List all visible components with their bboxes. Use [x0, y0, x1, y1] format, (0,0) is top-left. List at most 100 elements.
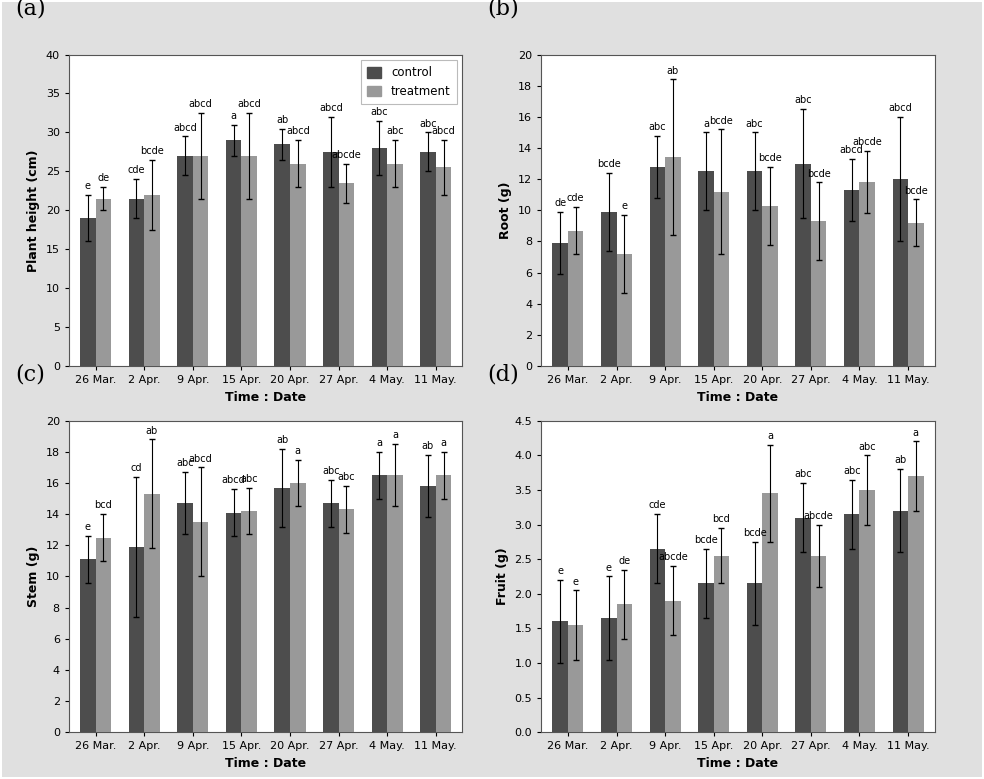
- Bar: [552, 243, 568, 366]
- Text: a: a: [295, 446, 301, 456]
- Bar: [80, 559, 95, 732]
- Bar: [552, 622, 568, 732]
- Text: abc: abc: [322, 466, 339, 476]
- Bar: [617, 254, 632, 366]
- Text: a: a: [230, 111, 236, 121]
- Text: abc: abc: [843, 466, 861, 476]
- Text: e: e: [85, 522, 91, 532]
- Bar: [95, 538, 111, 732]
- Bar: [436, 475, 452, 732]
- Bar: [908, 223, 924, 366]
- Bar: [763, 493, 777, 732]
- Bar: [323, 503, 338, 732]
- Text: cde: cde: [128, 165, 146, 175]
- Bar: [617, 605, 632, 732]
- Text: ab: ab: [146, 425, 158, 435]
- Bar: [665, 157, 681, 366]
- Bar: [420, 152, 436, 366]
- Bar: [844, 514, 859, 732]
- Text: abcd: abcd: [889, 103, 912, 113]
- Bar: [568, 231, 584, 366]
- Text: a: a: [768, 431, 773, 441]
- Bar: [747, 583, 763, 732]
- Text: abc: abc: [794, 95, 812, 105]
- Text: ab: ab: [277, 115, 288, 125]
- Text: ab: ab: [422, 441, 434, 451]
- X-axis label: Time : Date: Time : Date: [698, 391, 778, 404]
- Text: e: e: [606, 562, 612, 573]
- Bar: [241, 156, 257, 366]
- Bar: [763, 206, 777, 366]
- Bar: [859, 182, 875, 366]
- Text: a: a: [392, 430, 398, 440]
- Text: abc: abc: [240, 474, 258, 484]
- Bar: [129, 547, 145, 732]
- Bar: [80, 218, 95, 366]
- Text: abc: abc: [386, 126, 403, 136]
- Text: ab: ab: [894, 456, 906, 465]
- Bar: [226, 513, 241, 732]
- Bar: [601, 212, 617, 366]
- X-axis label: Time : Date: Time : Date: [225, 757, 306, 770]
- Text: abcde: abcde: [658, 552, 688, 562]
- Bar: [145, 494, 159, 732]
- Bar: [699, 583, 713, 732]
- Bar: [145, 195, 159, 366]
- Text: de: de: [554, 198, 566, 208]
- Bar: [908, 476, 924, 732]
- Bar: [338, 509, 354, 732]
- Bar: [436, 167, 452, 366]
- Text: abc: abc: [371, 107, 389, 117]
- Text: abc: abc: [419, 118, 437, 129]
- Text: abc: abc: [338, 472, 355, 482]
- Text: abc: abc: [648, 122, 666, 132]
- Text: bcde: bcde: [759, 153, 782, 163]
- Text: e: e: [557, 566, 563, 576]
- Text: abcde: abcde: [852, 137, 882, 147]
- Text: a: a: [377, 438, 383, 448]
- Text: bcde: bcde: [709, 115, 733, 125]
- Text: ab: ab: [667, 65, 679, 76]
- Y-axis label: Plant height (cm): Plant height (cm): [28, 149, 40, 272]
- Text: bcd: bcd: [712, 514, 730, 524]
- Text: a: a: [441, 438, 447, 448]
- Text: bcde: bcde: [807, 168, 830, 178]
- Text: (c): (c): [15, 364, 44, 386]
- Text: abc: abc: [858, 442, 876, 452]
- Text: abc: abc: [176, 458, 194, 468]
- Text: bcde: bcde: [694, 535, 717, 545]
- Text: abcd: abcd: [237, 99, 261, 109]
- Text: cde: cde: [567, 193, 584, 203]
- Bar: [665, 601, 681, 732]
- Text: (d): (d): [487, 364, 519, 386]
- Text: cde: cde: [648, 500, 666, 510]
- Bar: [844, 190, 859, 366]
- Text: bcde: bcde: [743, 528, 767, 538]
- Text: a: a: [703, 118, 708, 129]
- Text: abcd: abcd: [189, 453, 213, 464]
- Bar: [290, 483, 305, 732]
- Text: abcd: abcd: [173, 122, 197, 132]
- Bar: [892, 511, 908, 732]
- X-axis label: Time : Date: Time : Date: [225, 391, 306, 404]
- Text: bcde: bcde: [140, 146, 164, 156]
- Text: e: e: [85, 181, 91, 191]
- Bar: [129, 199, 145, 366]
- Bar: [275, 488, 290, 732]
- Bar: [859, 490, 875, 732]
- Legend: control, treatment: control, treatment: [361, 61, 457, 104]
- Bar: [892, 179, 908, 366]
- Bar: [177, 503, 193, 732]
- X-axis label: Time : Date: Time : Date: [698, 757, 778, 770]
- Text: abc: abc: [794, 469, 812, 479]
- Text: bcd: bcd: [94, 500, 112, 510]
- Text: bcde: bcde: [904, 185, 928, 196]
- Text: (a): (a): [15, 0, 45, 19]
- Text: abcd: abcd: [286, 126, 310, 136]
- Bar: [713, 555, 729, 732]
- Bar: [811, 221, 827, 366]
- Text: abcde: abcde: [804, 511, 833, 521]
- Bar: [323, 152, 338, 366]
- Bar: [795, 517, 811, 732]
- Bar: [649, 167, 665, 366]
